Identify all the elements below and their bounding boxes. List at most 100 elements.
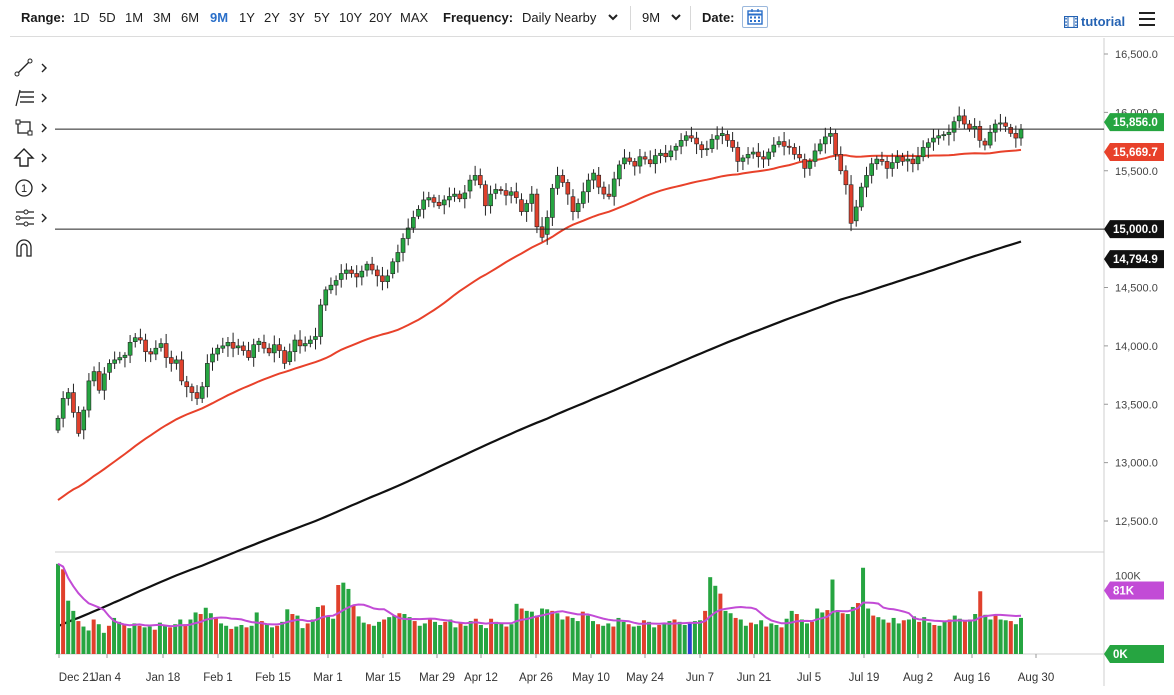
tutorial-link[interactable]: tutorial xyxy=(1081,14,1126,29)
price-chart[interactable]: 16,500.016,000.015,500.015,000.014,500.0… xyxy=(0,36,1174,695)
range-button-20y[interactable]: 20Y xyxy=(369,10,393,25)
volume-bar xyxy=(382,619,387,654)
volume-bar xyxy=(692,621,697,654)
tool-number-marker[interactable]: 1 xyxy=(12,176,52,200)
range-button-5y[interactable]: 5Y xyxy=(314,10,330,25)
x-tick-label: Jul 5 xyxy=(797,672,821,684)
candle xyxy=(714,126,720,150)
volume-bar xyxy=(866,608,871,654)
candle xyxy=(833,129,838,161)
candle-body xyxy=(431,197,437,203)
candle-body xyxy=(946,131,952,135)
range-button-1y[interactable]: 1Y xyxy=(239,10,255,25)
volume-bar xyxy=(122,624,127,654)
x-tick-label: Aug 30 xyxy=(1018,672,1054,684)
date-picker-button[interactable] xyxy=(742,6,768,28)
candle-body xyxy=(962,115,967,125)
candle-body xyxy=(266,347,272,354)
candle xyxy=(874,155,880,170)
tool-fibonacci[interactable] xyxy=(12,86,52,110)
tool-trendline[interactable] xyxy=(12,56,52,80)
tool-arrow[interactable] xyxy=(12,146,52,170)
volume-bar xyxy=(901,620,906,654)
horizontal-levels xyxy=(55,128,1104,230)
candle-body xyxy=(60,398,66,419)
volume-bar xyxy=(743,625,748,654)
volume-bar xyxy=(952,615,957,654)
numbered-marker-icon: 1 xyxy=(15,179,47,197)
range-button-2y[interactable]: 2Y xyxy=(264,10,280,25)
range-button-3m[interactable]: 3M xyxy=(153,10,172,25)
volume-bar xyxy=(998,619,1003,654)
candle xyxy=(792,143,797,160)
candle-body xyxy=(673,145,679,151)
chevron-down-icon[interactable] xyxy=(607,11,619,23)
candle xyxy=(859,182,864,211)
volume-bar xyxy=(157,622,162,654)
candle xyxy=(570,189,576,221)
volume-bar xyxy=(71,610,76,654)
level-price-tag-shape xyxy=(1104,220,1164,239)
y-tick-label: 15,500.0 xyxy=(1115,166,1158,178)
range-button-1d[interactable]: 1D xyxy=(73,10,90,25)
candle-body xyxy=(874,158,880,165)
candle-body xyxy=(750,151,756,155)
volume-bar xyxy=(249,625,254,654)
candle xyxy=(807,158,813,176)
volume-bar xyxy=(835,610,840,654)
candle-body xyxy=(416,208,421,217)
frequency-select[interactable]: Daily Nearby xyxy=(522,10,597,25)
candle-body xyxy=(683,135,689,141)
candle xyxy=(457,190,462,203)
tool-rectangle[interactable] xyxy=(12,116,52,140)
chevron-down-icon[interactable] xyxy=(670,11,682,23)
range-button-6m[interactable]: 6M xyxy=(181,10,200,25)
fast-ma-tag: 15,669.7 xyxy=(1104,142,1164,161)
candle-body xyxy=(735,147,741,162)
candle-body xyxy=(199,386,205,399)
candle-body xyxy=(678,140,684,147)
candle-body xyxy=(1018,128,1024,139)
candle xyxy=(380,266,385,291)
candle xyxy=(488,185,493,214)
x-tick-label: Mar 1 xyxy=(313,672,342,684)
candle-body xyxy=(55,417,61,431)
film-icon[interactable] xyxy=(1064,16,1078,28)
candle xyxy=(55,415,61,434)
candle xyxy=(493,183,499,200)
range-button-1m[interactable]: 1M xyxy=(125,10,144,25)
volume-bar xyxy=(208,613,213,654)
range-button-max[interactable]: MAX xyxy=(400,10,429,25)
candle-body xyxy=(215,347,220,355)
candle-body xyxy=(591,172,596,181)
volume-bar xyxy=(259,621,264,654)
candle-body xyxy=(76,412,81,434)
candle xyxy=(786,139,792,155)
tool-magnet[interactable] xyxy=(12,236,52,260)
fib-retracement-icon xyxy=(15,89,47,107)
candle xyxy=(982,138,988,151)
range-button-3y[interactable]: 3Y xyxy=(289,10,305,25)
volume-bar xyxy=(407,617,412,654)
candle-body xyxy=(781,141,787,147)
volume-bar xyxy=(489,618,494,654)
volume-bar xyxy=(662,623,667,654)
range-button-9m[interactable]: 9M xyxy=(210,10,229,25)
candle-body xyxy=(235,345,241,349)
tool-pitchfork[interactable] xyxy=(12,206,52,230)
trendline-icon xyxy=(14,58,47,77)
period-select[interactable]: 9M xyxy=(642,10,661,25)
volume-bar xyxy=(825,610,830,654)
candlesticks xyxy=(55,106,1024,440)
candle xyxy=(271,335,277,363)
volume-bar xyxy=(173,624,178,654)
volume-bar xyxy=(443,621,448,654)
range-button-5d[interactable]: 5D xyxy=(99,10,116,25)
volume-bar xyxy=(137,625,142,654)
slow-ma-tag-shape xyxy=(1104,250,1164,269)
range-button-10y[interactable]: 10Y xyxy=(339,10,363,25)
candle xyxy=(215,344,220,361)
hamburger-menu-icon[interactable] xyxy=(1139,12,1155,26)
volume-bar xyxy=(799,619,804,654)
x-tick-label: Jan 18 xyxy=(146,672,181,684)
